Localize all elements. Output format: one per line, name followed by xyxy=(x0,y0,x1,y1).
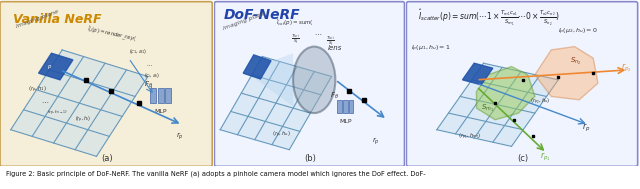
FancyBboxPatch shape xyxy=(406,2,637,166)
Text: $\cdots$: $\cdots$ xyxy=(146,63,152,67)
Text: $\cdots$: $\cdots$ xyxy=(314,30,323,36)
Polygon shape xyxy=(257,53,293,106)
Text: MLP: MLP xyxy=(339,119,352,124)
Text: (a): (a) xyxy=(101,154,113,163)
Text: $F_\theta$: $F_\theta$ xyxy=(330,91,339,101)
Text: $r_p$: $r_p$ xyxy=(176,131,184,142)
Bar xyxy=(337,100,342,113)
Text: $\cdots$: $\cdots$ xyxy=(41,98,49,104)
Bar xyxy=(349,100,353,113)
Polygon shape xyxy=(463,63,493,85)
Text: (b): (b) xyxy=(305,154,316,163)
Polygon shape xyxy=(38,53,73,80)
Text: $r_{p_1}$: $r_{p_1}$ xyxy=(540,150,550,163)
Text: $\hat{I}_{cof}(p) = sum($: $\hat{I}_{cof}(p) = sum($ xyxy=(276,17,314,28)
Text: $r_p$: $r_p$ xyxy=(372,136,380,147)
Polygon shape xyxy=(220,57,332,150)
Text: $(r_p, h_1)$: $(r_p, h_1)$ xyxy=(28,85,47,95)
Text: imaging plane: imaging plane xyxy=(222,11,266,31)
Text: $\hat{I}_c(p) = render\_ray($: $\hat{I}_c(p) = render\_ray($ xyxy=(86,24,137,45)
Text: $(r_p, h_{i-1})$: $(r_p, h_{i-1})$ xyxy=(47,108,68,117)
Polygon shape xyxy=(243,55,271,79)
Bar xyxy=(157,88,164,103)
Text: $I_p(\mu_2, h_u) = 0$: $I_p(\mu_2, h_u) = 0$ xyxy=(558,27,598,37)
Bar xyxy=(150,88,156,103)
Bar xyxy=(343,100,348,113)
Text: Figure 2: Basic principle of DoF-NeRF. The vanilla NeRF (a) adopts a pinhole cam: Figure 2: Basic principle of DoF-NeRF. T… xyxy=(6,170,426,177)
Text: (c): (c) xyxy=(518,154,529,163)
FancyBboxPatch shape xyxy=(214,2,404,166)
Bar xyxy=(165,88,171,103)
Polygon shape xyxy=(476,67,535,120)
Text: $(r_{p_2}, h_u)$: $(r_{p_2}, h_u)$ xyxy=(530,97,551,107)
Text: $\frac{T_i c_i}{S_i}$: $\frac{T_i c_i}{S_i}$ xyxy=(291,33,300,46)
Text: MLP: MLP xyxy=(154,109,167,114)
Text: $S_{n_2}$: $S_{n_2}$ xyxy=(570,56,581,67)
Text: p: p xyxy=(47,64,51,69)
Text: Vanilla NeRF: Vanilla NeRF xyxy=(13,13,101,26)
Text: $r_p$: $r_p$ xyxy=(582,122,590,134)
Ellipse shape xyxy=(293,46,335,113)
Text: $I_p(\mu_1, h_u) = 1$: $I_p(\mu_1, h_u) = 1$ xyxy=(411,44,451,54)
Text: $\frac{T_i c_i}{S_i}$: $\frac{T_i c_i}{S_i}$ xyxy=(326,35,335,48)
Text: DoF-NeRF: DoF-NeRF xyxy=(224,8,301,22)
Polygon shape xyxy=(535,46,598,100)
Polygon shape xyxy=(436,63,558,146)
Text: $(r_p, h_u)$: $(r_p, h_u)$ xyxy=(272,130,291,140)
Text: $F_\theta$: $F_\theta$ xyxy=(143,80,152,90)
Text: imaging plane: imaging plane xyxy=(15,9,59,29)
Text: lens: lens xyxy=(328,45,342,51)
Polygon shape xyxy=(11,50,148,156)
Text: $r_{p_2}$: $r_{p_2}$ xyxy=(621,62,632,74)
FancyBboxPatch shape xyxy=(0,2,212,166)
Text: $S_{m_1}$: $S_{m_1}$ xyxy=(481,103,494,114)
Text: $\hat{I}_{scatter}(p) = sum(\cdots 1 \times \frac{T_{m_1} c_{n_1}}{S_{m_1}} \cdo: $\hat{I}_{scatter}(p) = sum(\cdots 1 \ti… xyxy=(418,8,559,28)
Text: $(c_i, a_i)$: $(c_i, a_i)$ xyxy=(143,70,159,80)
Text: $(r_p, h_i)$: $(r_p, h_i)$ xyxy=(75,115,92,125)
Text: $(r_{p_1}, h_{m_1})$: $(r_{p_1}, h_{m_1})$ xyxy=(458,132,481,142)
Text: $(c_1, a_1)$: $(c_1, a_1)$ xyxy=(129,47,147,56)
